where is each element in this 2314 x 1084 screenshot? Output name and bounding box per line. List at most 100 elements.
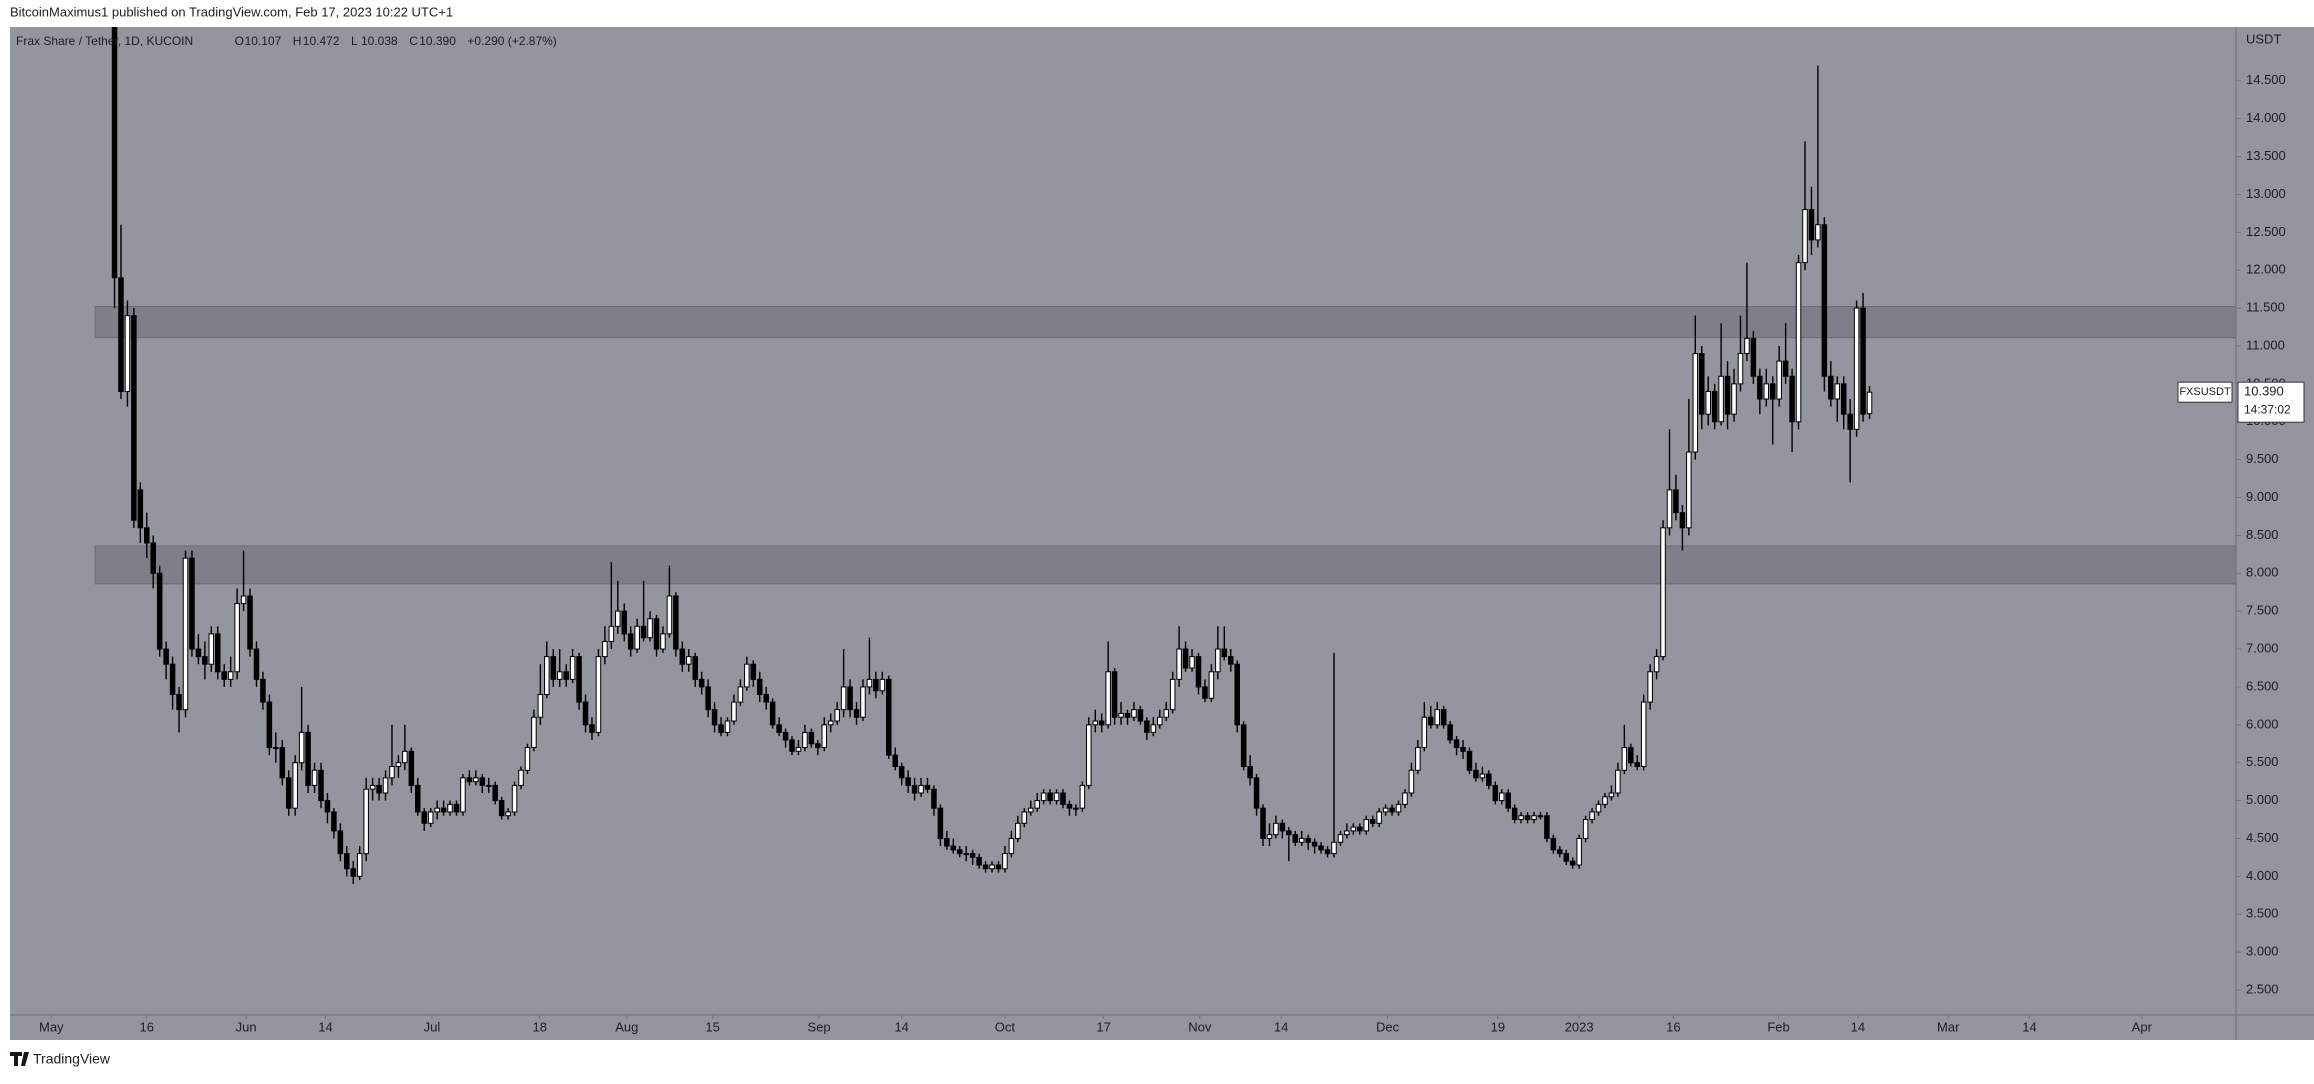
candle-body bbox=[666, 595, 673, 635]
y-tick-label: 7.500 bbox=[2246, 603, 2279, 618]
candle-body bbox=[569, 656, 576, 680]
candle-body bbox=[1447, 724, 1453, 741]
symbol-tag-bg bbox=[2177, 381, 2233, 403]
candle-body bbox=[944, 837, 950, 847]
candle-body bbox=[124, 315, 131, 392]
candle-body bbox=[1834, 383, 1841, 400]
candle-body bbox=[931, 788, 937, 809]
x-tick-label: 17 bbox=[1096, 1019, 1110, 1034]
candle-body bbox=[1808, 209, 1815, 241]
y-tick-label: 3.500 bbox=[2246, 906, 2279, 921]
candle-body bbox=[795, 747, 802, 752]
candle-body bbox=[1105, 671, 1111, 726]
candle-body bbox=[1537, 815, 1544, 818]
candle-body bbox=[1492, 784, 1499, 802]
candle-body bbox=[1486, 773, 1492, 786]
candle-body bbox=[1653, 656, 1660, 673]
candle-body bbox=[376, 784, 382, 794]
candle-body bbox=[389, 765, 395, 779]
candle-body bbox=[518, 769, 524, 786]
candle-body bbox=[337, 830, 344, 855]
candle-body bbox=[815, 743, 821, 749]
candle-body bbox=[485, 784, 492, 787]
candle-body bbox=[1531, 815, 1537, 821]
candle-body bbox=[1666, 489, 1673, 529]
candle-body bbox=[1318, 845, 1324, 851]
candle-body bbox=[1815, 224, 1821, 241]
footer-text: TradingView bbox=[33, 1051, 111, 1067]
candle-body bbox=[318, 769, 324, 802]
candle-body bbox=[1227, 656, 1234, 665]
candle-body bbox=[718, 724, 724, 733]
candle-body bbox=[1498, 792, 1505, 802]
y-tick-label: 9.500 bbox=[2246, 451, 2279, 466]
candle-body bbox=[563, 671, 569, 680]
candle-body bbox=[1395, 803, 1402, 813]
candle-body bbox=[589, 724, 595, 733]
footer: TradingView bbox=[10, 1051, 111, 1067]
candle-body bbox=[531, 716, 537, 749]
candle-body bbox=[1544, 815, 1550, 839]
x-tick-label: Jul bbox=[424, 1019, 441, 1034]
candle-body bbox=[1744, 337, 1750, 355]
y-tick-label: 3.000 bbox=[2246, 944, 2279, 959]
candle-body bbox=[1524, 815, 1531, 821]
candle-body bbox=[1298, 837, 1305, 843]
candle-body bbox=[1015, 822, 1021, 839]
candle-body bbox=[363, 788, 369, 855]
candle-body bbox=[111, 27, 118, 279]
candle-body bbox=[524, 747, 531, 771]
candle-body bbox=[950, 845, 957, 851]
candle-body bbox=[1279, 822, 1286, 832]
candle-body bbox=[1221, 648, 1228, 658]
candle-body bbox=[285, 777, 292, 809]
candle-body bbox=[208, 633, 215, 665]
candle-body bbox=[1150, 724, 1157, 733]
candle-body bbox=[1286, 830, 1292, 836]
x-tick-label: 14 bbox=[318, 1019, 332, 1034]
candle-body bbox=[1066, 803, 1073, 809]
candle-body bbox=[1047, 792, 1053, 802]
candle-body bbox=[1369, 819, 1376, 824]
y-tick-label: 14.500 bbox=[2246, 72, 2286, 87]
candle-body bbox=[1073, 807, 1079, 810]
x-tick-label: 14 bbox=[1851, 1019, 1865, 1034]
candle-body bbox=[556, 671, 563, 680]
x-tick-label: Oct bbox=[995, 1019, 1016, 1034]
candle-body bbox=[466, 777, 473, 783]
candle-body bbox=[163, 648, 169, 665]
candle-body bbox=[1002, 853, 1008, 870]
candle-body bbox=[447, 803, 453, 813]
candle-body bbox=[808, 731, 815, 745]
candle-body bbox=[1582, 819, 1589, 839]
candle-body bbox=[1389, 807, 1395, 813]
candle-body bbox=[860, 686, 866, 718]
candle-body bbox=[1828, 375, 1834, 400]
candle-body bbox=[1518, 815, 1524, 821]
candle-body bbox=[1866, 391, 1873, 415]
candle-body bbox=[698, 678, 705, 688]
candle-body bbox=[324, 800, 331, 813]
legend-value: 10.472 bbox=[303, 34, 340, 48]
candle-body bbox=[221, 671, 227, 680]
candle-body bbox=[1021, 811, 1028, 824]
candle-body bbox=[544, 656, 550, 696]
candle-body bbox=[1692, 353, 1699, 453]
plot bbox=[94, 27, 2236, 884]
y-tick-label: 6.500 bbox=[2246, 678, 2279, 693]
candle-body bbox=[840, 686, 847, 711]
candle-body bbox=[1163, 709, 1169, 718]
y-tick-label: 9.000 bbox=[2246, 489, 2279, 504]
candle-body bbox=[247, 595, 253, 650]
axis-unit: USDT bbox=[2246, 31, 2281, 46]
candle-body bbox=[995, 864, 1002, 870]
candle-body bbox=[1840, 383, 1847, 415]
candle-body bbox=[957, 849, 963, 855]
y-tick-label: 5.000 bbox=[2246, 792, 2279, 807]
candle-body bbox=[505, 811, 511, 817]
candle-body bbox=[1169, 678, 1176, 711]
candle-body bbox=[827, 720, 834, 726]
legend-key: L bbox=[351, 34, 358, 48]
candle-body bbox=[1705, 390, 1711, 415]
